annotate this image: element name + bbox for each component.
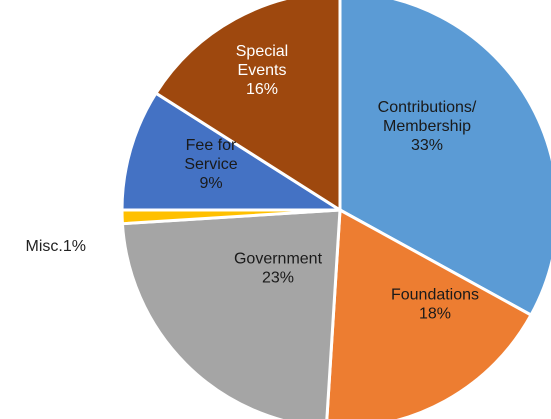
slice-label-government: Government 23%: [234, 251, 323, 287]
pie-slice-government: [120, 208, 342, 419]
slice-label-foundations: Foundations 18%: [391, 287, 479, 323]
slice-label-fee-for-service: Fee for Service 9%: [184, 137, 237, 192]
pie-labels: Contributions/Membership 33% Foundations 18…: [26, 43, 479, 323]
pie-slice-special-events: [153, 0, 342, 213]
slice-label-contributions-membership: Contributions/Membership 33%: [378, 99, 477, 154]
pie-slice-fee-for-service: [120, 91, 346, 212]
pie-slices: [120, 0, 551, 419]
slice-label-misc-1: Misc.1%: [26, 238, 86, 255]
slice-label-special-events: Special Events 16%: [236, 43, 288, 98]
pie-slice-foundations: [325, 207, 534, 419]
pie-slice-contributions-membership: [338, 0, 551, 318]
